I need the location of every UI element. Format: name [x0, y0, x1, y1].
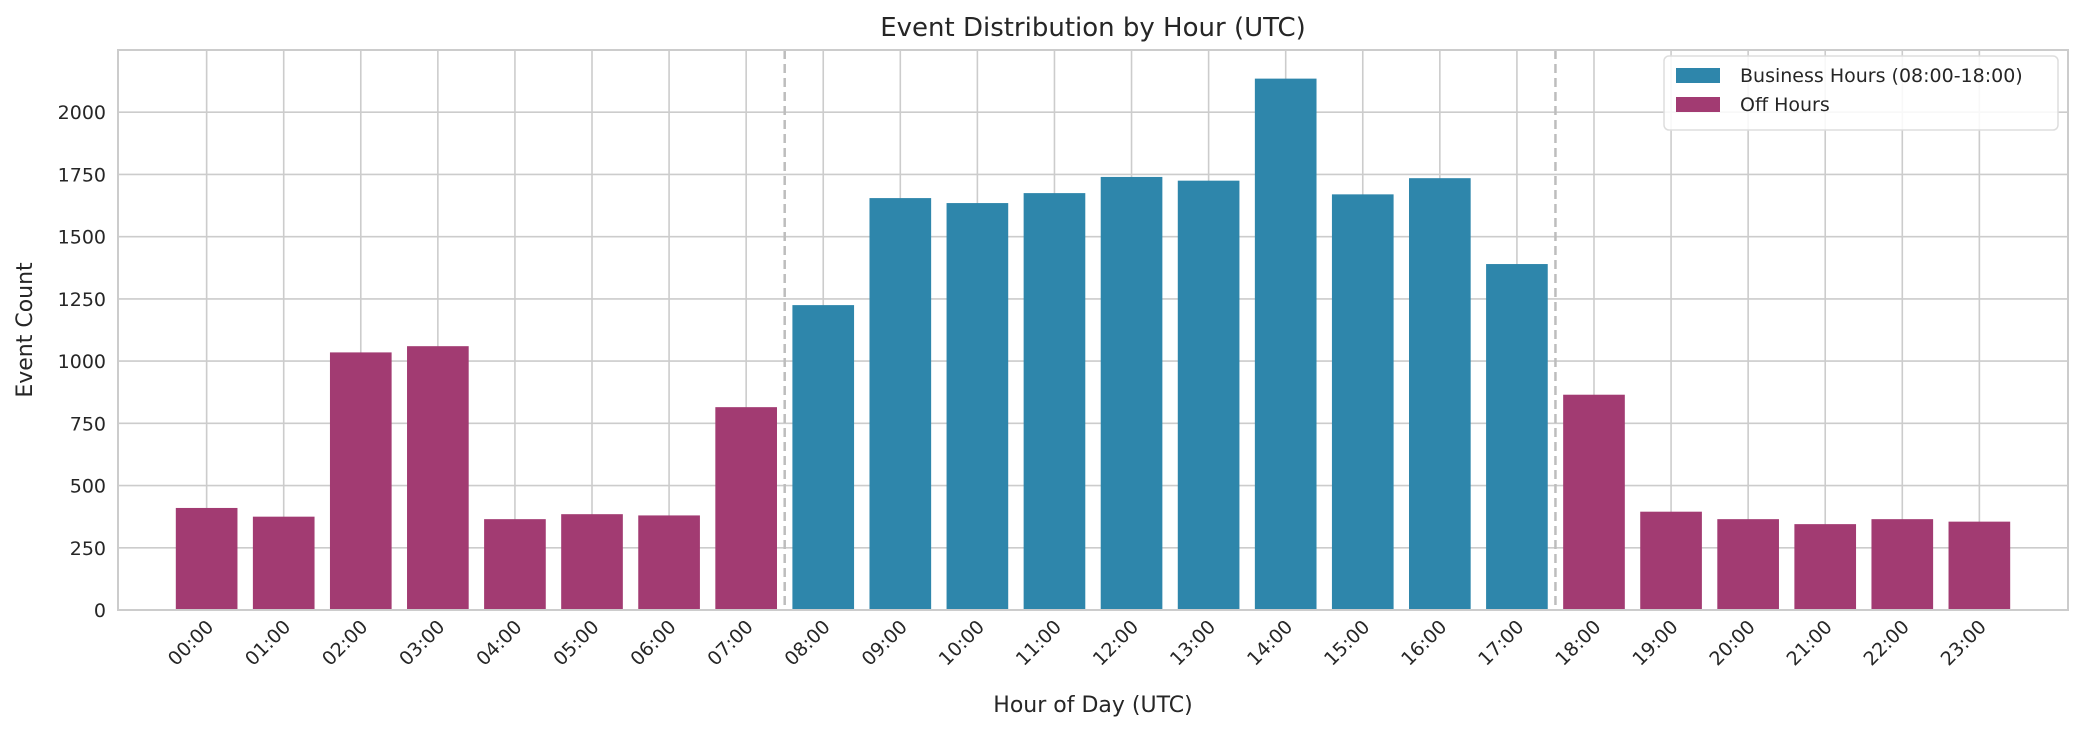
- bar-1600: [1409, 178, 1471, 610]
- legend-swatch-business: [1676, 68, 1720, 83]
- bar-1500: [1331, 194, 1394, 610]
- x-tick-label: 06:00: [626, 616, 680, 670]
- legend-label-business: Business Hours (08:00-18:00): [1740, 65, 2023, 87]
- x-tick-label: 15:00: [1320, 616, 1374, 670]
- x-tick-label: 10:00: [935, 616, 989, 670]
- x-tick-label: 05:00: [549, 616, 603, 670]
- legend: Business Hours (08:00-18:00) Off Hours: [1663, 55, 2059, 131]
- bar-2100: [1794, 524, 1857, 610]
- bar-1200: [1100, 176, 1163, 610]
- y-tick-label: 0: [94, 600, 106, 622]
- y-tick-label: 1250: [58, 289, 106, 311]
- bar-1900: [1640, 511, 1702, 610]
- y-tick-label: 2000: [58, 102, 106, 124]
- x-tick-label: 13:00: [1166, 616, 1220, 670]
- x-tick-label: 04:00: [472, 616, 526, 670]
- bar-layer: [175, 78, 2011, 611]
- bar-1300: [1177, 180, 1240, 610]
- x-tick-label: 14:00: [1243, 616, 1297, 670]
- bar-2300: [1948, 521, 2011, 610]
- bar-1800: [1563, 394, 1625, 610]
- x-tick-label: 11:00: [1012, 616, 1066, 670]
- bar-0700: [715, 407, 777, 610]
- bar-0200: [329, 352, 392, 610]
- x-tick-label: 20:00: [1705, 616, 1759, 670]
- bar-0400: [484, 519, 546, 610]
- x-tick-label: 02:00: [318, 616, 372, 670]
- bar-1400: [1254, 78, 1317, 611]
- bar-1700: [1486, 264, 1548, 610]
- x-tick-label: 18:00: [1551, 616, 1605, 670]
- x-tick-label: 19:00: [1628, 616, 1682, 670]
- x-axis-label: Hour of Day (UTC): [993, 693, 1192, 718]
- bar-1100: [1023, 193, 1086, 610]
- legend-label-off: Off Hours: [1740, 94, 1830, 116]
- bar-2000: [1717, 519, 1779, 610]
- y-tick-label: 1000: [58, 351, 106, 373]
- x-tick-label: 09:00: [858, 616, 912, 670]
- x-tick-label: 01:00: [241, 616, 295, 670]
- y-tick-label: 750: [70, 413, 106, 435]
- boundary-layer: [783, 50, 1557, 610]
- bar-0800: [792, 305, 855, 610]
- x-tick-label: 23:00: [1937, 616, 1991, 670]
- x-tick-label: 07:00: [703, 616, 757, 670]
- bar-2200: [1871, 519, 1934, 610]
- x-tick-label: 03:00: [395, 616, 449, 670]
- y-tick-label: 250: [70, 538, 106, 560]
- y-axis-label: Event Count: [13, 262, 38, 398]
- bar-0000: [175, 507, 238, 610]
- x-tick-label: 00:00: [164, 616, 218, 670]
- bar-0300: [407, 346, 469, 610]
- chart-title: Event Distribution by Hour (UTC): [880, 13, 1306, 43]
- y-tick-label: 1750: [58, 164, 106, 186]
- bar-0500: [561, 514, 623, 610]
- bar-0900: [869, 198, 932, 611]
- x-tick-label: 16:00: [1397, 616, 1451, 670]
- legend-box: [1663, 55, 2059, 131]
- x-tick-label: 12:00: [1089, 616, 1143, 670]
- bar-0600: [638, 515, 700, 610]
- legend-swatch-off: [1676, 97, 1720, 112]
- y-tick-label: 500: [70, 476, 106, 498]
- x-tick-label: 22:00: [1860, 616, 1914, 670]
- x-tick-label: 21:00: [1782, 616, 1836, 670]
- x-tick-label: 08:00: [780, 616, 834, 670]
- x-tick-label: 17:00: [1474, 616, 1528, 670]
- plot-frame: [117, 49, 2069, 611]
- bar-0100: [252, 516, 315, 610]
- bar-1000: [946, 203, 1009, 611]
- y-tick-label: 1500: [58, 227, 106, 249]
